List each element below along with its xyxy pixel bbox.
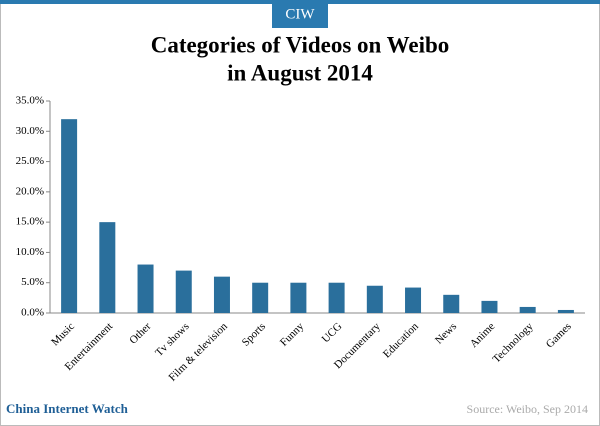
bar (99, 222, 116, 313)
bar (481, 300, 498, 313)
bar (213, 276, 230, 313)
badge-box (272, 0, 328, 28)
y-tick-label: 35.0% (16, 95, 44, 107)
y-tick-label: 25.0% (16, 155, 44, 167)
y-tick-label: 10.0% (16, 246, 44, 258)
bar (519, 306, 536, 313)
chart-title: in August 2014 (227, 60, 373, 85)
y-tick-label: 20.0% (16, 185, 44, 197)
bar (557, 309, 574, 313)
bar (366, 285, 383, 313)
bar (252, 282, 269, 313)
bar (328, 282, 345, 313)
footer: China Internet Watch (6, 401, 129, 416)
bar (443, 294, 460, 313)
y-tick-label: 15.0% (16, 216, 44, 228)
chart-title: Categories of Videos on Weibo (151, 32, 450, 57)
y-tick-label: 0.0% (21, 307, 44, 319)
bar (175, 270, 192, 313)
badge: CIW (285, 6, 315, 22)
bar (290, 282, 307, 313)
bar (137, 264, 154, 313)
y-tick-label: 5.0% (21, 276, 44, 288)
bar (61, 119, 78, 314)
source: Source: Weibo, Sep 2014 (467, 402, 588, 416)
bar (405, 287, 422, 313)
y-tick-label: 30.0% (16, 125, 44, 137)
